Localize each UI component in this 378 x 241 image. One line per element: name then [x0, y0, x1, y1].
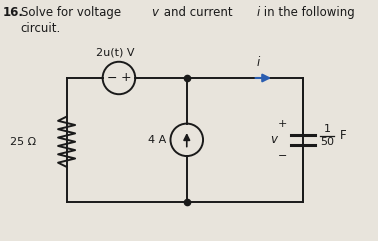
Text: F: F	[339, 129, 346, 142]
Text: v: v	[152, 7, 158, 20]
Text: v: v	[271, 133, 277, 146]
Text: and current: and current	[160, 7, 237, 20]
Text: i: i	[256, 7, 260, 20]
Text: +: +	[121, 72, 131, 85]
Text: 25 Ω: 25 Ω	[10, 137, 36, 147]
Text: +: +	[278, 119, 288, 129]
Text: −: −	[107, 72, 117, 85]
Text: 4 A: 4 A	[147, 135, 166, 145]
Text: in the following: in the following	[260, 7, 355, 20]
Text: 1: 1	[324, 124, 331, 134]
Text: 16.: 16.	[3, 7, 24, 20]
Text: 50: 50	[320, 137, 334, 147]
Text: Solve for voltage: Solve for voltage	[21, 7, 125, 20]
Text: 2u(t) V: 2u(t) V	[96, 47, 134, 57]
Text: −: −	[278, 151, 288, 161]
Text: circuit.: circuit.	[21, 22, 61, 35]
Text: i: i	[257, 56, 260, 69]
